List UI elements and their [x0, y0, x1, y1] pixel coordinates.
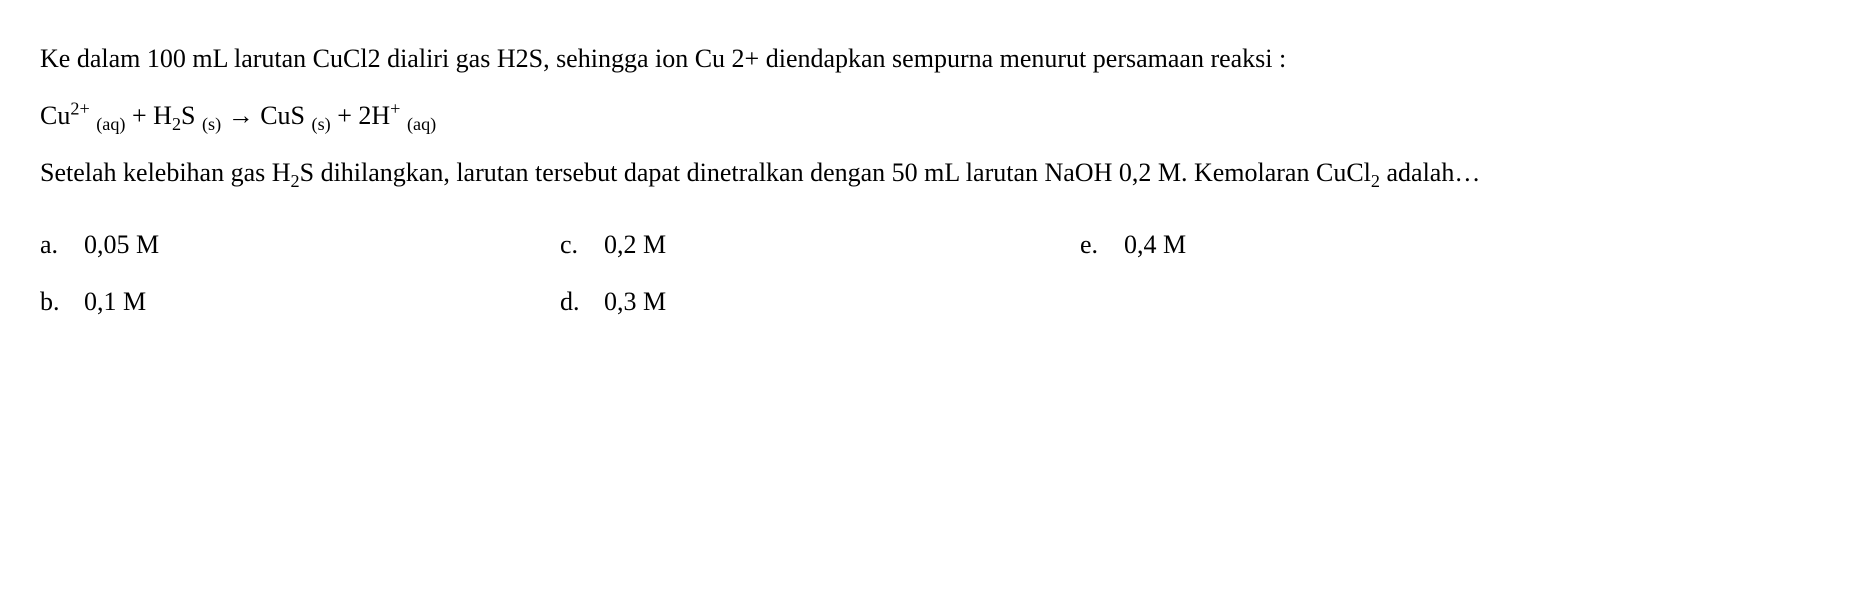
- option-c-text: 0,2 M: [604, 216, 666, 273]
- option-a-label: a.: [40, 216, 84, 273]
- option-d-label: d.: [560, 273, 604, 330]
- option-e: e. 0,4 M: [1080, 216, 1600, 273]
- option-b-label: b.: [40, 273, 84, 330]
- option-c: c. 0,2 M: [560, 216, 1080, 273]
- option-d-text: 0,3 M: [604, 273, 666, 330]
- option-c-label: c.: [560, 216, 604, 273]
- question-intro: Ke dalam 100 mL larutan CuCl2 dialiri ga…: [40, 30, 1812, 87]
- option-e-label: e.: [1080, 216, 1124, 273]
- options-col-3: e. 0,4 M: [1080, 216, 1600, 330]
- option-b: b. 0,1 M: [40, 273, 560, 330]
- question-followup: Setelah kelebihan gas H2S dihilangkan, l…: [40, 144, 1812, 201]
- chemical-equation: Cu2+ (aq) + H2S (s) → CuS (s) + 2H+ (aq): [40, 87, 1812, 144]
- option-a-text: 0,05 M: [84, 216, 159, 273]
- options-col-2: c. 0,2 M d. 0,3 M: [560, 216, 1080, 330]
- option-a: a. 0,05 M: [40, 216, 560, 273]
- options-container: a. 0,05 M b. 0,1 M c. 0,2 M d. 0,3 M e. …: [40, 216, 1812, 330]
- option-b-text: 0,1 M: [84, 273, 146, 330]
- option-e-text: 0,4 M: [1124, 216, 1186, 273]
- options-col-1: a. 0,05 M b. 0,1 M: [40, 216, 560, 330]
- option-d: d. 0,3 M: [560, 273, 1080, 330]
